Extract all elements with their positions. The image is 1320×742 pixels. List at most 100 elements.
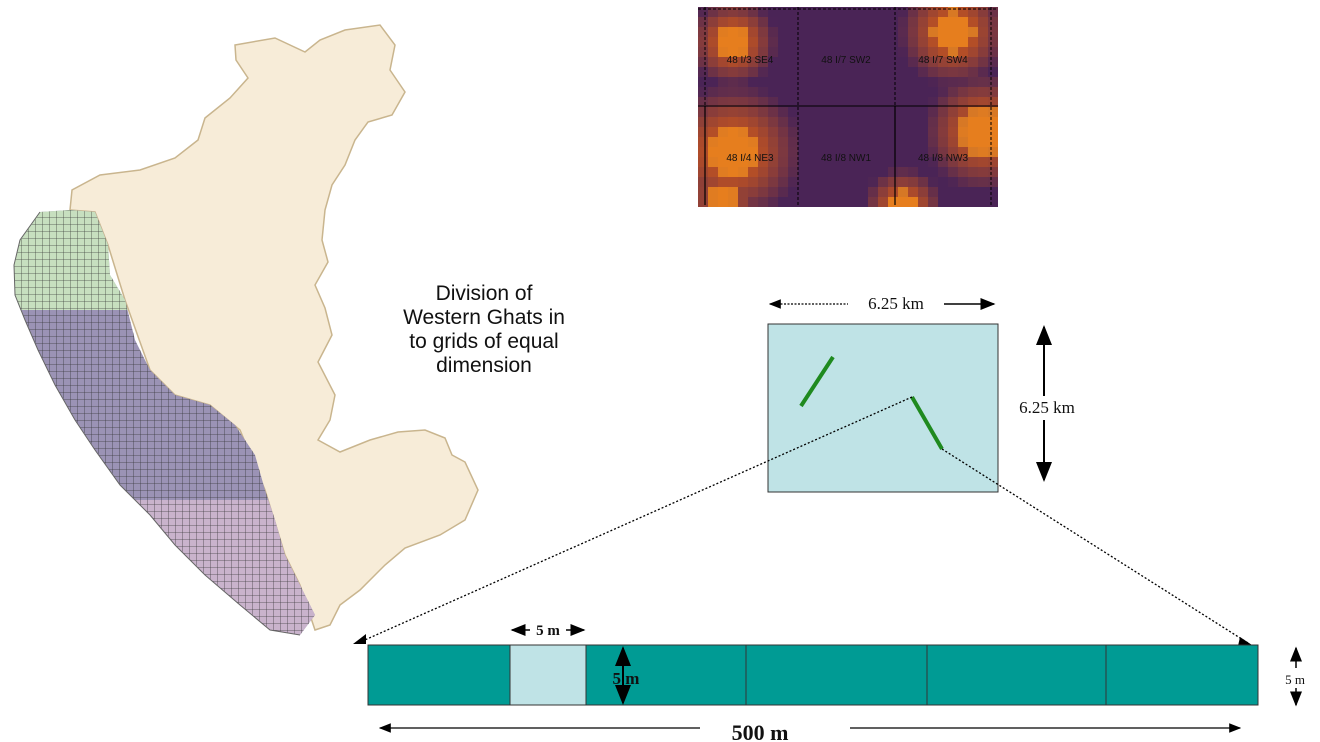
elevation-pixel bbox=[928, 197, 938, 207]
zoom-arrowhead bbox=[1238, 637, 1252, 646]
elevation-pixel bbox=[908, 7, 918, 17]
elevation-pixel bbox=[878, 77, 888, 87]
elevation-pixel bbox=[898, 87, 908, 97]
elevation-pixel bbox=[988, 117, 998, 127]
elevation-pixel bbox=[718, 167, 728, 177]
elevation-pixel bbox=[858, 47, 868, 57]
elevation-pixel bbox=[968, 197, 978, 207]
elevation-pixel bbox=[928, 167, 938, 177]
elevation-pixel bbox=[708, 157, 718, 167]
elevation-pixel bbox=[778, 97, 788, 107]
elevation-pixel bbox=[698, 47, 708, 57]
elevation-pixel bbox=[878, 17, 888, 27]
elevation-pixel bbox=[838, 37, 848, 47]
elevation-pixel bbox=[938, 97, 948, 107]
elevation-pixel bbox=[778, 57, 788, 67]
elevation-pixel bbox=[928, 87, 938, 97]
elevation-pixel bbox=[698, 147, 708, 157]
elevation-pixel bbox=[978, 7, 988, 17]
elevation-pixel bbox=[778, 47, 788, 57]
elevation-pixel bbox=[948, 77, 958, 87]
elevation-pixel bbox=[848, 147, 858, 157]
elevation-pixel bbox=[728, 7, 738, 17]
elevation-pixel bbox=[858, 77, 868, 87]
elevation-pixel bbox=[848, 177, 858, 187]
transect-line bbox=[910, 396, 944, 450]
elevation-pixel bbox=[918, 7, 928, 17]
elevation-pixel bbox=[838, 127, 848, 137]
elevation-pixel bbox=[858, 27, 868, 37]
elevation-pixel bbox=[868, 57, 878, 67]
elevation-pixel bbox=[968, 77, 978, 87]
elevation-pixel bbox=[818, 87, 828, 97]
elevation-pixel bbox=[988, 167, 998, 177]
elevation-pixel bbox=[858, 147, 868, 157]
caption-line: Division of bbox=[435, 282, 533, 305]
elevation-pixel bbox=[788, 17, 798, 27]
elevation-pixel bbox=[838, 137, 848, 147]
elevation-pixel bbox=[948, 17, 958, 27]
elevation-pixel bbox=[808, 117, 818, 127]
elevation-pixel bbox=[968, 127, 978, 137]
elevation-pixel bbox=[788, 177, 798, 187]
elevation-pixel bbox=[808, 177, 818, 187]
elevation-pixel bbox=[728, 117, 738, 127]
elevation-pixel bbox=[958, 137, 968, 147]
elevation-pixel bbox=[828, 47, 838, 57]
elevation-pixel bbox=[868, 117, 878, 127]
elevation-pixel bbox=[698, 97, 708, 107]
elevation-pixel bbox=[888, 127, 898, 137]
elevation-pixel bbox=[958, 27, 968, 37]
elevation-pixel bbox=[928, 187, 938, 197]
elevation-pixel bbox=[868, 147, 878, 157]
elevation-pixel bbox=[888, 77, 898, 87]
elevation-pixel bbox=[828, 107, 838, 117]
elevation-pixel bbox=[708, 167, 718, 177]
elevation-pixel bbox=[838, 157, 848, 167]
transect-line bbox=[799, 355, 835, 408]
elevation-pixel bbox=[928, 147, 938, 157]
elevation-pixel bbox=[748, 187, 758, 197]
elevation-pixel bbox=[748, 57, 758, 67]
elevation-pixel bbox=[848, 87, 858, 97]
elevation-pixel bbox=[738, 37, 748, 47]
elevation-pixel bbox=[948, 57, 958, 67]
elevation-pixel bbox=[988, 57, 998, 67]
elevation-pixel bbox=[788, 157, 798, 167]
elevation-pixel bbox=[978, 167, 988, 177]
elevation-pixel bbox=[968, 27, 978, 37]
elevation-pixel bbox=[708, 187, 718, 197]
length-label: 500 m bbox=[732, 720, 789, 742]
elevation-pixel bbox=[948, 157, 958, 167]
elevation-pixel bbox=[718, 137, 728, 147]
elevation-pixel bbox=[948, 137, 958, 147]
zoom-line-right bbox=[941, 448, 1249, 644]
elevation-pixel bbox=[978, 57, 988, 67]
elevation-pixel bbox=[988, 137, 998, 147]
elevation-pixel bbox=[878, 47, 888, 57]
elevation-pixel bbox=[848, 197, 858, 207]
elevation-pixel bbox=[838, 167, 848, 177]
elevation-pixel bbox=[728, 77, 738, 87]
elevation-pixel bbox=[748, 117, 758, 127]
elevation-pixel bbox=[978, 87, 988, 97]
caption-line: Western Ghats in bbox=[403, 306, 565, 329]
elevation-pixel bbox=[938, 77, 948, 87]
elevation-pixel bbox=[768, 77, 778, 87]
elevation-pixel bbox=[868, 197, 878, 207]
elevation-pixel bbox=[798, 167, 808, 177]
elevation-pixel bbox=[728, 107, 738, 117]
elevation-pixel bbox=[858, 7, 868, 17]
elevation-pixel bbox=[788, 47, 798, 57]
elevation-pixel bbox=[788, 197, 798, 207]
elevation-pixel bbox=[858, 177, 868, 187]
elevation-pixel bbox=[828, 37, 838, 47]
elevation-pixel bbox=[748, 157, 758, 167]
elevation-pixel bbox=[768, 137, 778, 147]
elevation-pixel bbox=[808, 67, 818, 77]
elevation-pixel bbox=[858, 97, 868, 107]
elevation-pixel bbox=[928, 117, 938, 127]
elevation-pixel bbox=[868, 97, 878, 107]
elevation-pixel bbox=[858, 107, 868, 117]
elevation-pixel bbox=[778, 77, 788, 87]
